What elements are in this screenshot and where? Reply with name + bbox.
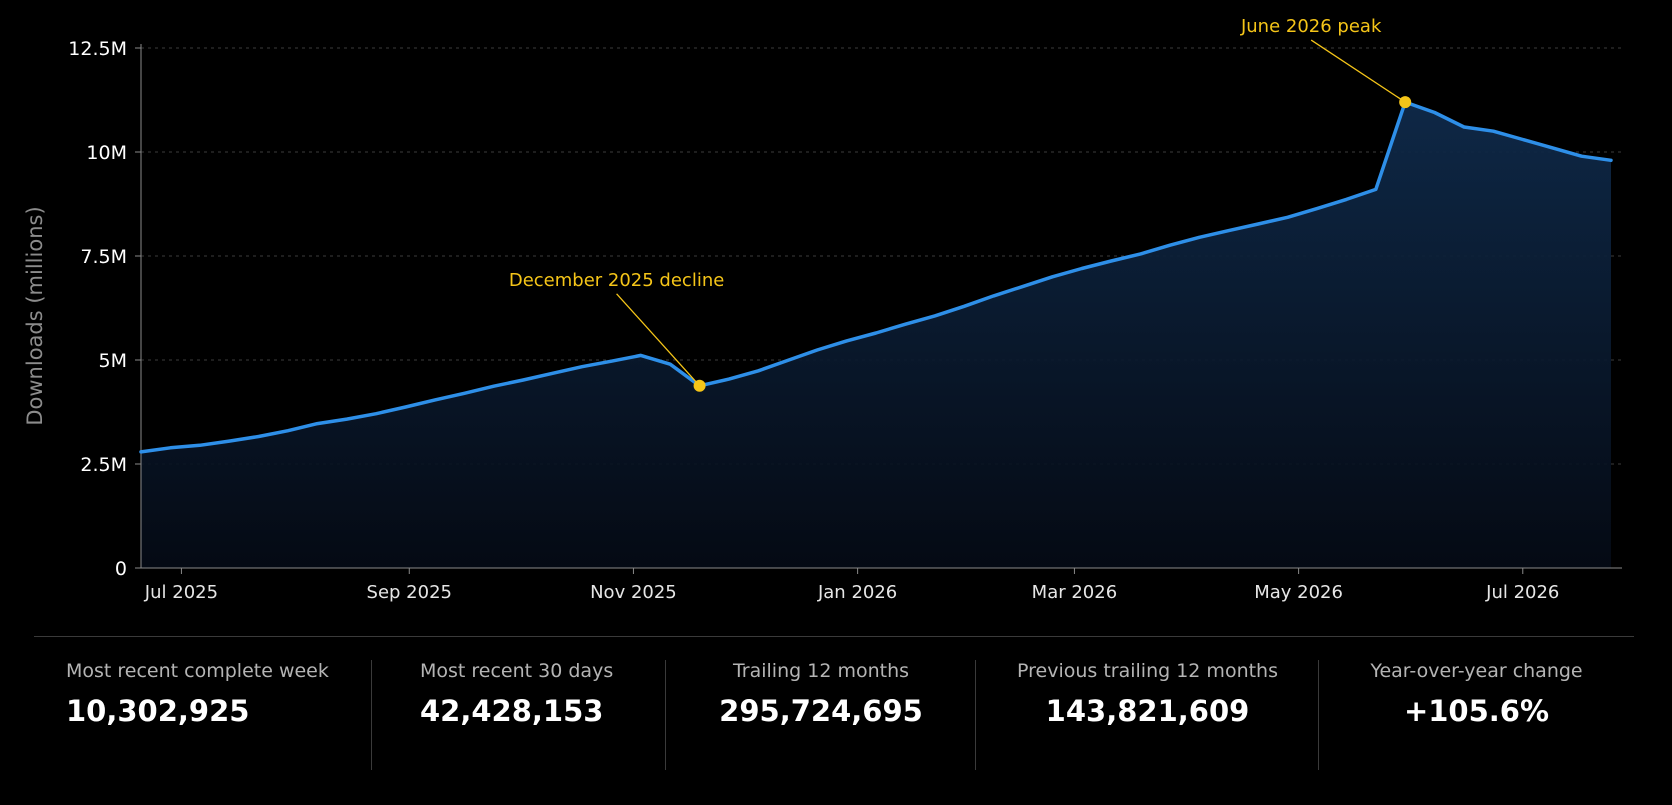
stat-trailing-12-months: Trailing 12 months 295,724,695 — [666, 660, 976, 770]
x-tick-label: Jul 2026 — [1485, 582, 1559, 603]
stat-recent-week: Most recent complete week 10,302,925 — [34, 660, 372, 770]
stat-separator — [975, 660, 976, 770]
y-tick-label: 0 — [115, 558, 127, 580]
y-tick-label: 7.5M — [80, 246, 127, 268]
stat-separator — [665, 660, 666, 770]
stat-separator — [1318, 660, 1319, 770]
x-axis-ticks: Jul 2025 Sep 2025 Nov 2025 Jan 2026 Mar 2026… — [144, 582, 1560, 603]
x-tick-label: May 2026 — [1254, 582, 1343, 603]
stat-label: Most recent 30 days — [420, 660, 614, 682]
y-tick-label: 10M — [86, 142, 127, 164]
stat-recent-30-days: Most recent 30 days 42,428,153 — [372, 660, 666, 770]
annotation-marker — [693, 379, 706, 392]
stat-year-over-year-change: Year-over-year change +105.6% — [1319, 660, 1634, 770]
area-fill — [141, 102, 1611, 568]
x-tick-label: Sep 2025 — [367, 582, 452, 603]
stat-separator — [371, 660, 372, 770]
y-tick-label: 5M — [99, 350, 127, 372]
x-tick-label: Mar 2026 — [1032, 582, 1118, 603]
axes — [135, 44, 1622, 574]
y-axis-title: Downloads (millions) — [23, 206, 47, 425]
x-tick-label: Nov 2025 — [590, 582, 677, 603]
stat-previous-trailing-12-months: Previous trailing 12 months 143,821,609 — [976, 660, 1319, 770]
stat-value: 42,428,153 — [420, 694, 604, 728]
stat-label: Most recent complete week — [66, 660, 329, 682]
x-tick-label: Jul 2025 — [144, 582, 218, 603]
stat-value: +105.6% — [1403, 694, 1550, 728]
annotation-leader-line — [616, 293, 701, 387]
stat-label: Trailing 12 months — [732, 660, 910, 682]
stat-value: 295,724,695 — [719, 694, 923, 728]
divider — [34, 636, 1634, 637]
y-tick-label: 12.5M — [68, 38, 127, 60]
stat-value: 10,302,925 — [66, 694, 250, 728]
y-tick-label: 2.5M — [80, 454, 127, 476]
y-axis-ticks: 0 2.5M 5M 7.5M 10M 12.5M — [68, 38, 127, 580]
annotations: December 2025 decline June 2026 peak — [509, 16, 1412, 392]
annotation-label: June 2026 peak — [1240, 16, 1382, 37]
annotation-leader-line — [1310, 39, 1406, 103]
stats-row: Most recent complete week 10,302,925 Mos… — [34, 660, 1634, 770]
downloads-chart: 0 2.5M 5M 7.5M 10M 12.5M Jul 2025 Sep 2025 Nov … — [23, 16, 1622, 603]
stat-value: 143,821,609 — [1045, 694, 1250, 728]
stat-label: Year-over-year change — [1370, 660, 1583, 682]
stat-label: Previous trailing 12 months — [1017, 660, 1278, 682]
series-line — [139, 100, 1613, 454]
annotation-label: December 2025 decline — [509, 270, 724, 291]
annotation-marker — [1399, 96, 1412, 109]
x-tick-label: Jan 2026 — [817, 582, 897, 603]
